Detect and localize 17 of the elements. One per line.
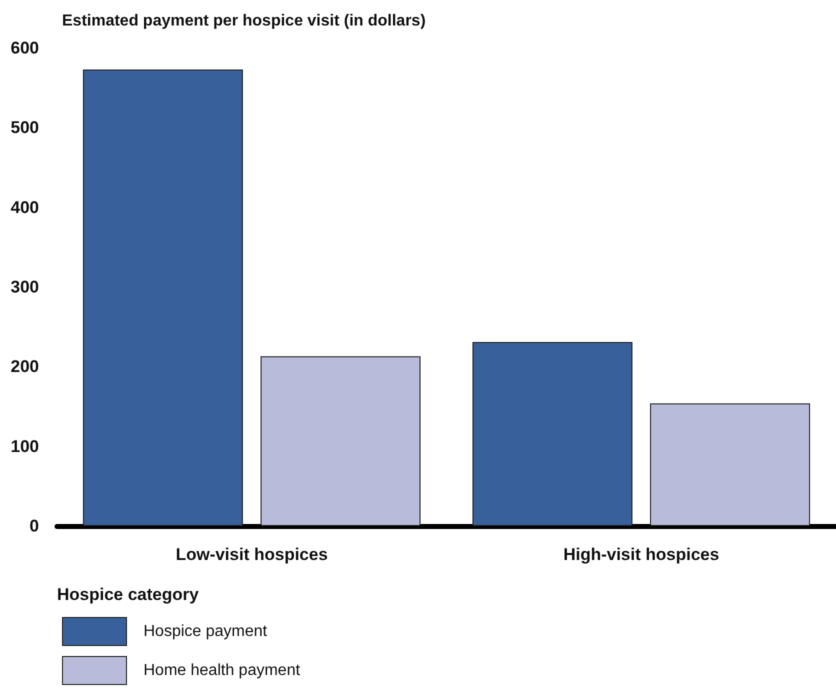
- x-tick-label: High-visit hospices: [563, 545, 720, 564]
- chart-title: Estimated payment per hospice visit (in dollars): [62, 12, 426, 30]
- legend-label: Home health payment: [144, 662, 301, 679]
- y-tick-label: 0: [30, 516, 39, 536]
- y-tick-label: 400: [10, 198, 39, 217]
- bar: [650, 403, 810, 526]
- bar: [82, 70, 243, 526]
- y-tick-label: 100: [10, 436, 39, 456]
- bar: [472, 342, 632, 526]
- y-tick-label: 500: [10, 118, 39, 138]
- y-tick-label: 200: [10, 357, 39, 376]
- bar: [260, 356, 421, 526]
- legend-label: Hospice payment: [144, 623, 268, 640]
- x-tick-label: Low-visit hospices: [176, 545, 328, 564]
- x-axis-title: Hospice category: [57, 585, 200, 604]
- y-tick-label: 300: [10, 278, 39, 296]
- y-tick-label: 600: [10, 38, 39, 58]
